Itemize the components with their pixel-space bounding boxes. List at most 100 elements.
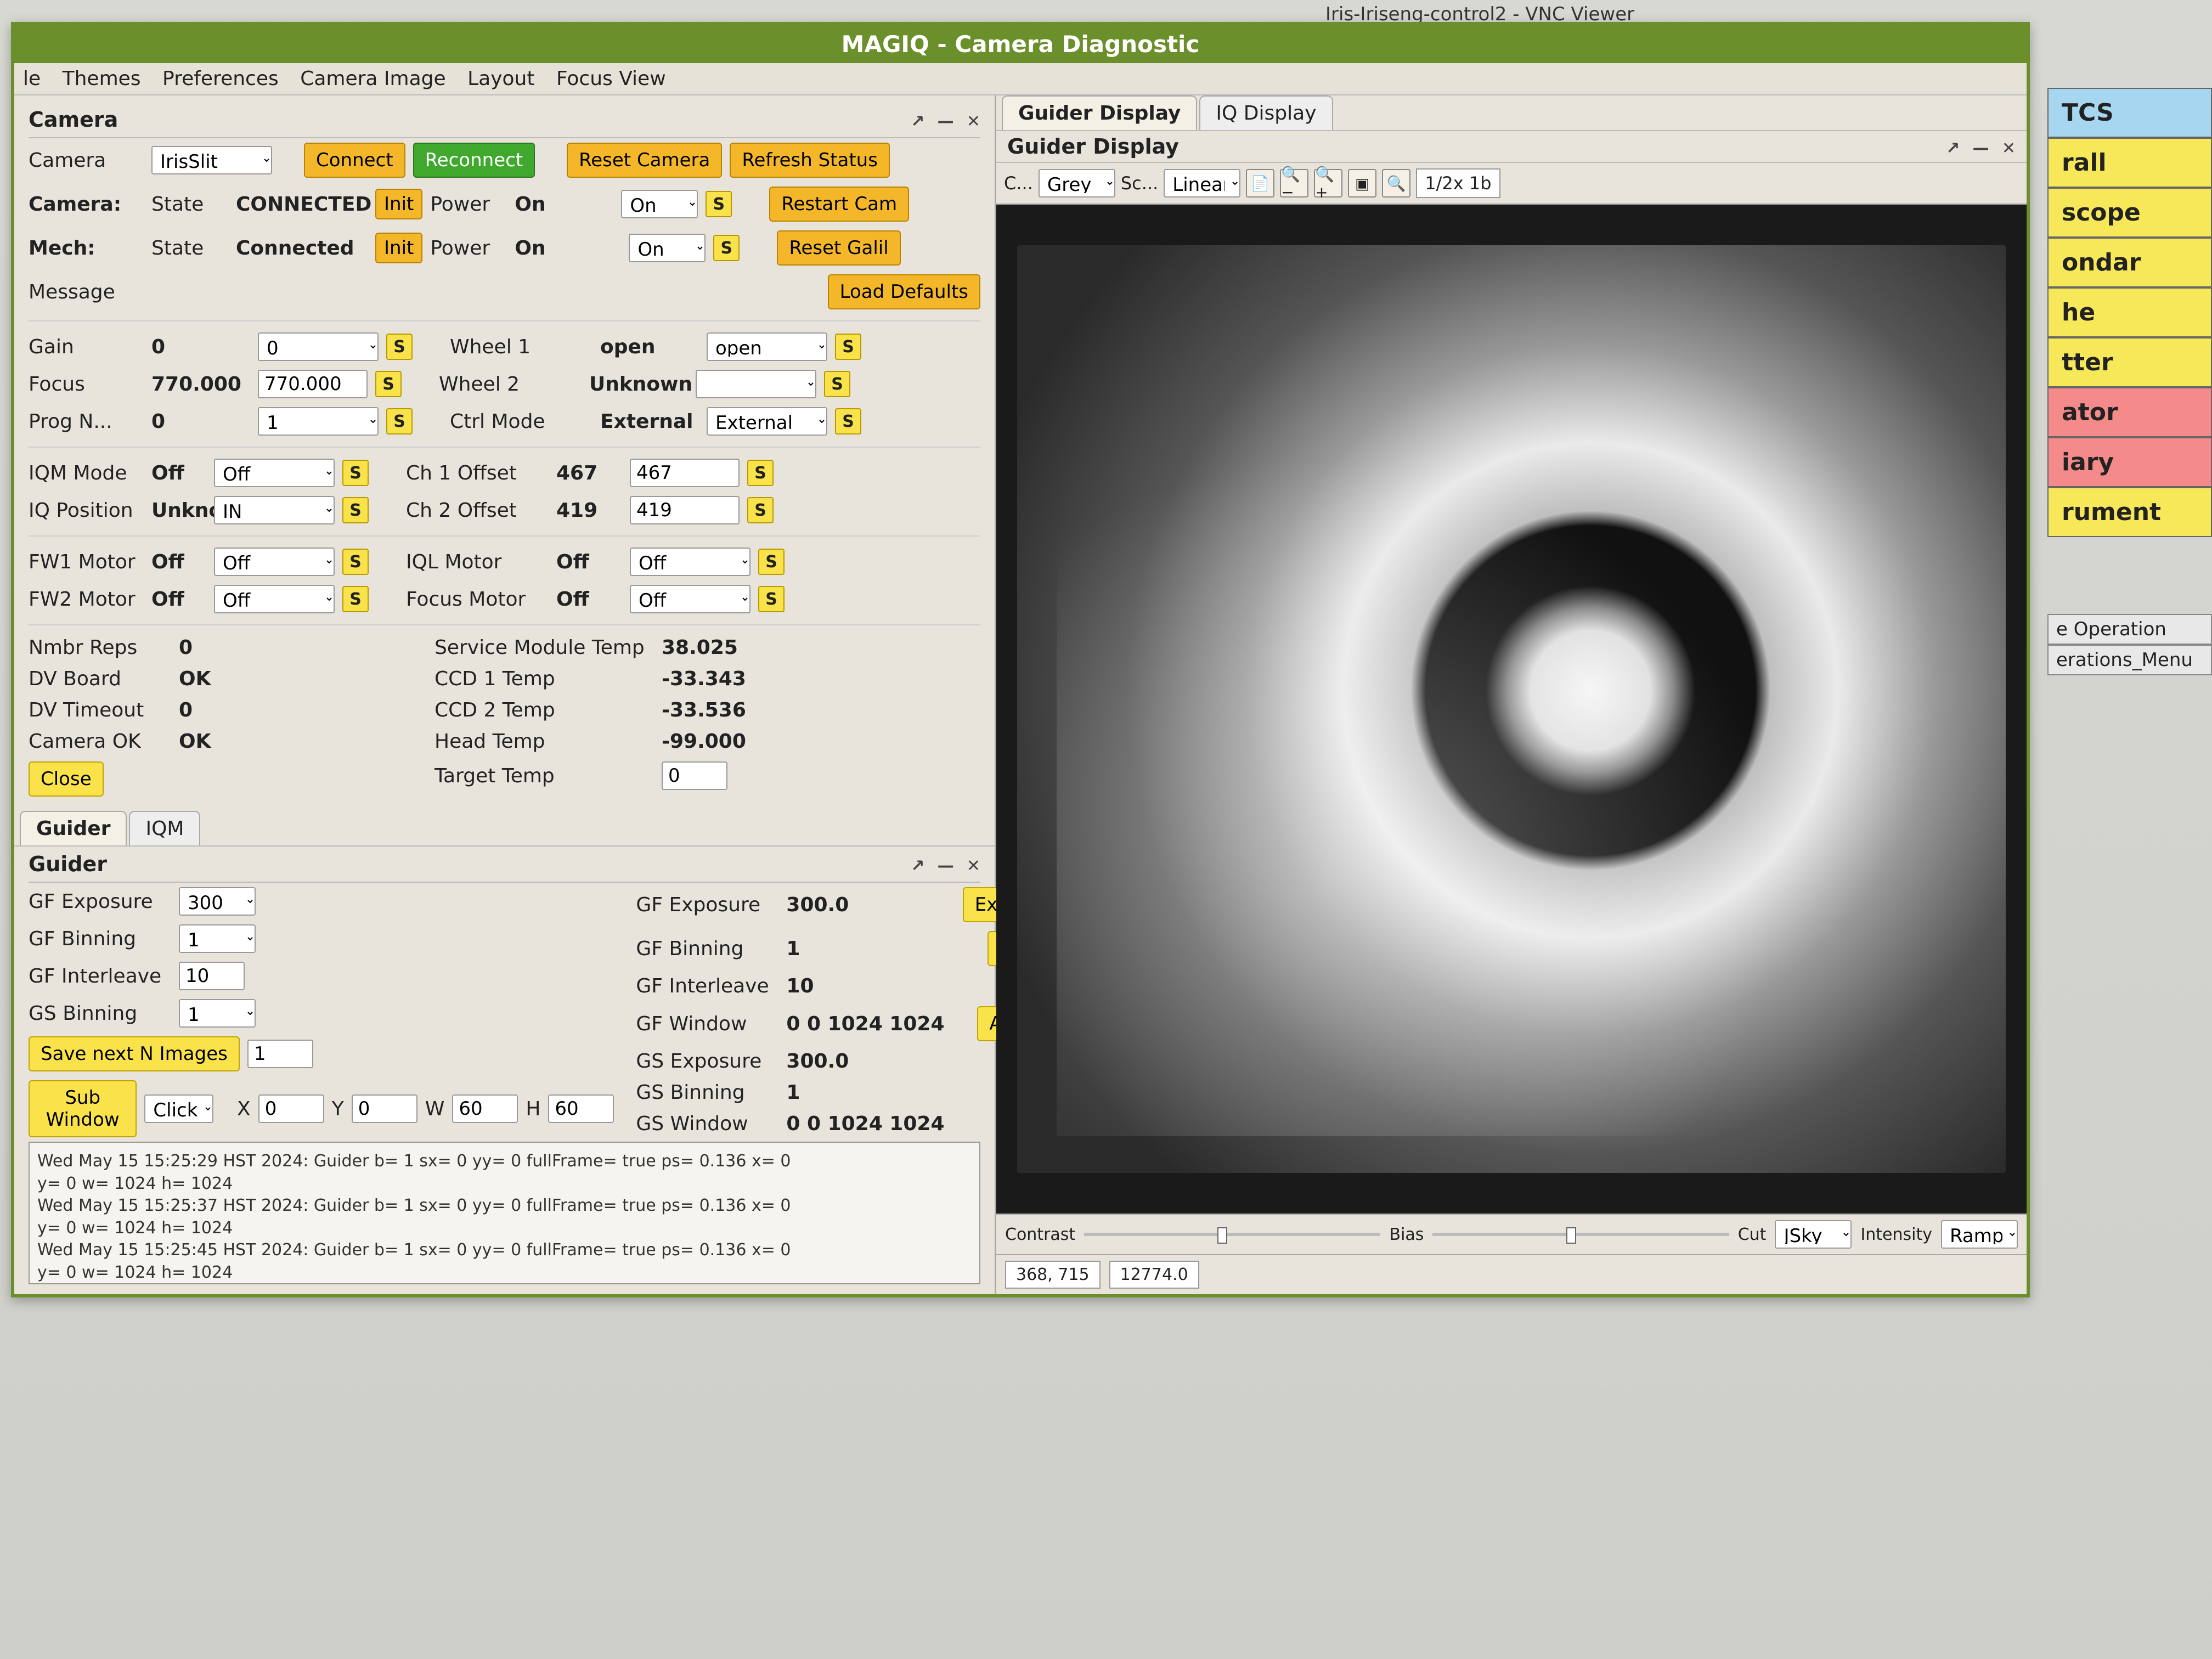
- side-item-7[interactable]: rument: [2047, 487, 2212, 537]
- image-display[interactable]: [996, 205, 2027, 1214]
- wheel2-select[interactable]: [696, 370, 816, 398]
- menu-item-4[interactable]: Layout: [467, 67, 534, 90]
- tab-iqm[interactable]: IQM: [129, 811, 200, 845]
- detach-icon[interactable]: ↗: [911, 112, 924, 131]
- connect-button[interactable]: Connect: [304, 143, 405, 178]
- camera-select[interactable]: IrisSlit: [151, 146, 272, 174]
- side-item-1[interactable]: scope: [2047, 188, 2212, 238]
- menu-item-1[interactable]: Themes: [63, 67, 141, 90]
- restart-cam-button[interactable]: Restart Cam: [769, 187, 909, 222]
- reconnect-button[interactable]: Reconnect: [413, 143, 535, 178]
- detach-icon[interactable]: ↗: [911, 856, 924, 876]
- h-input[interactable]: [548, 1094, 614, 1123]
- iqm-select[interactable]: Off: [214, 459, 335, 487]
- side-item-6[interactable]: iary: [2047, 437, 2212, 487]
- s-button[interactable]: S: [386, 408, 413, 435]
- y-input[interactable]: [352, 1094, 417, 1123]
- ctrl-select[interactable]: External: [707, 407, 827, 436]
- s-button[interactable]: S: [835, 334, 861, 360]
- bias-slider[interactable]: [1432, 1233, 1729, 1236]
- s-button[interactable]: S: [747, 497, 774, 523]
- reset-galil-button[interactable]: Reset Galil: [777, 230, 900, 266]
- tab-guider-display[interactable]: Guider Display: [1002, 95, 1197, 130]
- fw1-select[interactable]: Off: [214, 548, 335, 576]
- tab-guider[interactable]: Guider: [20, 811, 127, 845]
- close-icon[interactable]: ✕: [967, 112, 980, 131]
- side-item-5[interactable]: ator: [2047, 387, 2212, 437]
- minimize-icon[interactable]: —: [1973, 139, 1989, 158]
- target-temp-input[interactable]: [662, 761, 727, 790]
- gf-interleave-input[interactable]: [179, 962, 245, 990]
- fit-icon[interactable]: ▣: [1348, 169, 1376, 198]
- fw2-select[interactable]: Off: [214, 585, 335, 613]
- zoom-out-icon[interactable]: 🔍−: [1280, 169, 1308, 198]
- w-input[interactable]: [452, 1094, 518, 1123]
- contrast-slider[interactable]: [1084, 1233, 1380, 1236]
- progn-select[interactable]: 1: [258, 407, 379, 436]
- focus-input[interactable]: [258, 370, 368, 398]
- menubar[interactable]: le Themes Preferences Camera Image Layou…: [14, 63, 2027, 95]
- tab-iq-display[interactable]: IQ Display: [1199, 95, 1333, 130]
- gf-binning-select[interactable]: 1: [179, 924, 256, 953]
- camera-init-button[interactable]: Init: [375, 189, 422, 219]
- zoom-in-icon[interactable]: 🔍+: [1314, 169, 1342, 198]
- menu-item-0[interactable]: le: [23, 67, 41, 90]
- focusmotor-select[interactable]: Off: [630, 585, 751, 613]
- s-button[interactable]: S: [758, 549, 785, 575]
- reset-camera-button[interactable]: Reset Camera: [567, 143, 722, 178]
- gain-select[interactable]: 0: [258, 332, 379, 361]
- sub-window-select[interactable]: Click: [144, 1094, 213, 1123]
- scale-select[interactable]: Linear: [1164, 169, 1240, 198]
- s-button[interactable]: S: [386, 334, 413, 360]
- menu-item-2[interactable]: Preferences: [162, 67, 279, 90]
- s-button[interactable]: S: [706, 191, 732, 217]
- menu-item-5[interactable]: Focus View: [556, 67, 666, 90]
- menu-item-3[interactable]: Camera Image: [300, 67, 445, 90]
- iql-select[interactable]: Off: [630, 548, 751, 576]
- s-button[interactable]: S: [342, 460, 369, 486]
- sub-window-button[interactable]: Sub Window: [29, 1080, 137, 1137]
- save-next-input[interactable]: [247, 1040, 313, 1068]
- detach-icon[interactable]: ↗: [1946, 139, 1960, 158]
- mech-init-button[interactable]: Init: [375, 233, 422, 263]
- close-icon[interactable]: ✕: [967, 856, 980, 876]
- s-button[interactable]: S: [747, 460, 774, 486]
- ch1-input[interactable]: [630, 459, 740, 487]
- zoom-reset-icon[interactable]: 🔍: [1382, 169, 1410, 198]
- iqp-select[interactable]: IN: [214, 496, 335, 524]
- cut-select[interactable]: JSky: [1775, 1220, 1852, 1249]
- s-button[interactable]: S: [824, 371, 850, 397]
- wheel2-val: Unknown: [589, 373, 688, 396]
- camera-state: CONNECTED: [236, 193, 368, 216]
- s-button[interactable]: S: [342, 586, 369, 612]
- wheel1-select[interactable]: open: [707, 332, 827, 361]
- close-icon[interactable]: ✕: [2002, 139, 2016, 158]
- side-item-2[interactable]: ondar: [2047, 238, 2212, 287]
- side-item-0[interactable]: rall: [2047, 138, 2212, 188]
- colormap-select[interactable]: Grey: [1039, 169, 1115, 198]
- minimize-icon[interactable]: —: [938, 856, 954, 876]
- camera-power-select[interactable]: On: [621, 190, 698, 218]
- mech-power-select[interactable]: On: [629, 234, 706, 262]
- side-item-4[interactable]: tter: [2047, 337, 2212, 387]
- refresh-status-button[interactable]: Refresh Status: [730, 143, 890, 178]
- gf-exposure-select[interactable]: 300: [179, 887, 256, 916]
- x-input[interactable]: [258, 1094, 324, 1123]
- side-item-3[interactable]: he: [2047, 287, 2212, 337]
- wheel1-val: open: [600, 336, 699, 358]
- s-button[interactable]: S: [758, 586, 785, 612]
- ch2-input[interactable]: [630, 496, 740, 524]
- intensity-select[interactable]: Ramp: [1941, 1220, 2018, 1249]
- load-defaults-button[interactable]: Load Defaults: [828, 274, 980, 309]
- s-button[interactable]: S: [713, 235, 740, 261]
- s-button[interactable]: S: [342, 497, 369, 523]
- s-button[interactable]: S: [835, 408, 861, 435]
- save-next-button[interactable]: Save next N Images: [29, 1036, 240, 1071]
- gs-binning-select[interactable]: 1: [179, 999, 256, 1028]
- s-button[interactable]: S: [342, 549, 369, 575]
- operations-menu[interactable]: erations_Menu: [2047, 645, 2212, 675]
- minimize-icon[interactable]: —: [938, 112, 954, 131]
- s-button[interactable]: S: [375, 371, 402, 397]
- close-button[interactable]: Close: [29, 761, 104, 797]
- pdf-icon[interactable]: 📄: [1246, 169, 1274, 198]
